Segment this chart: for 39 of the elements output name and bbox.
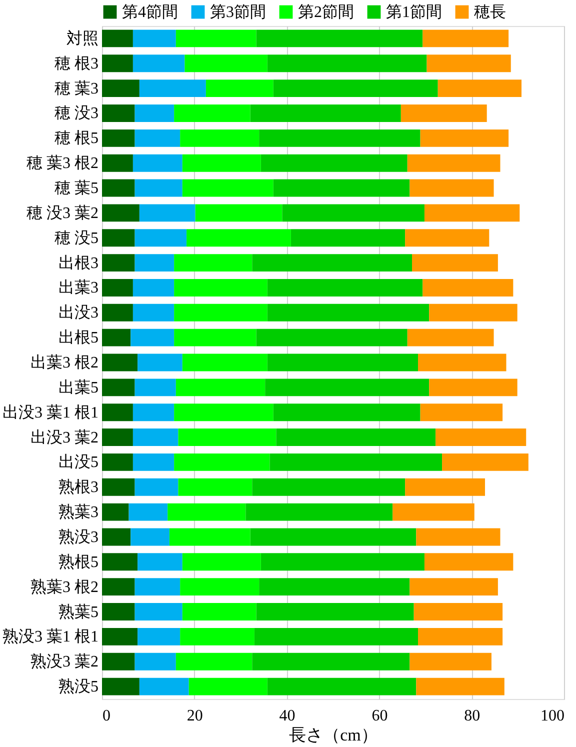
y-tick-label: 出根3: [58, 254, 98, 272]
y-tick-label: 熟葉5: [58, 602, 98, 621]
y-tick-label: 熟没5: [58, 678, 98, 696]
legend-label: 第1節間: [386, 4, 442, 21]
y-tick-label: 穂 葉3: [54, 79, 98, 98]
y-tick-label: 出没3: [58, 304, 98, 322]
x-tick-label: 40: [279, 708, 296, 724]
y-tick-label: 出葉3 根2: [30, 354, 98, 372]
y-tick-label: 穂 没5: [54, 230, 98, 247]
y-tick-label: 出根5: [58, 328, 98, 347]
y-tick-label: 出葉5: [58, 378, 98, 396]
y-tick-label: 穂 葉5: [54, 179, 98, 198]
x-axis-title: 長さ（cm）: [289, 726, 378, 744]
y-tick-label: 対照: [66, 29, 98, 48]
y-tick-label: 穂 没3: [54, 105, 98, 122]
legend-label: 第4節間: [122, 4, 178, 21]
y-tick-label: 穂 没3 葉2: [26, 204, 98, 222]
y-tick-label: 穂 根3: [54, 54, 98, 72]
x-tick-label: 100: [540, 708, 564, 724]
y-tick-label: 出没3 葉2: [30, 428, 98, 446]
x-tick-label: 0: [102, 708, 110, 724]
x-tick-label: 60: [372, 708, 388, 724]
y-tick-label: 熟葉3 根2: [30, 578, 98, 596]
y-tick-label: 出没5: [58, 453, 98, 472]
y-tick-label: 熟没3: [58, 528, 98, 546]
legend-label: 穂長: [474, 4, 506, 21]
y-tick-label: 熟葉3: [58, 503, 98, 522]
x-tick-label: 20: [186, 708, 203, 724]
y-tick-label: 熟没3 葉2: [30, 652, 98, 671]
y-tick-label: 穂 根5: [54, 129, 98, 148]
y-tick-label: 熟根5: [58, 552, 98, 571]
legend-label: 第3節間: [210, 4, 266, 21]
y-tick-label: 穂 葉3 根2: [26, 154, 98, 172]
y-tick-label: 出没3 葉1 根1: [2, 403, 98, 422]
legend-label: 第2節間: [298, 4, 354, 21]
y-tick-label: 熟根3: [58, 478, 98, 496]
y-tick-label: 出葉3: [58, 278, 98, 297]
x-tick-label: 80: [464, 708, 480, 724]
y-tick-label: 熟没3 葉1 根1: [2, 628, 98, 646]
